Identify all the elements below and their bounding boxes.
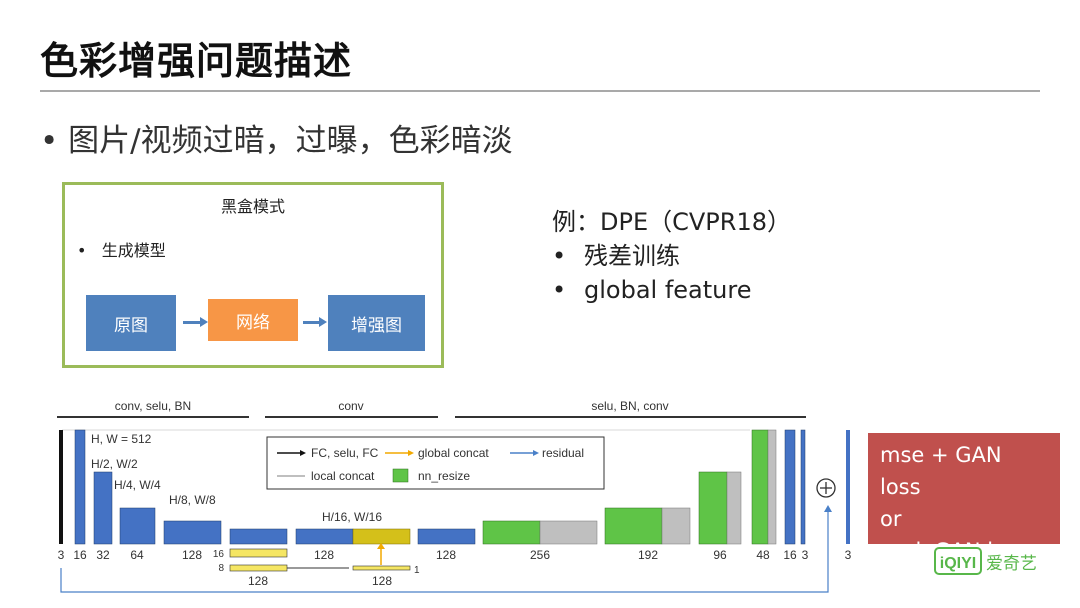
conv-block: [163, 520, 222, 545]
channel-label: 128: [182, 548, 202, 562]
channel-label: 256: [530, 548, 550, 562]
bottleneck-label: 8: [218, 563, 224, 574]
channel-label: 192: [638, 548, 658, 562]
fc-bar: [229, 548, 288, 558]
channel-label: 48: [756, 548, 770, 562]
bottleneck-label: 128: [372, 574, 392, 588]
conv-block: [74, 429, 86, 545]
channel-label: 16: [783, 548, 797, 562]
channel-label: 128: [248, 574, 268, 588]
black-box-panel: 黑盒模式 • 生成模型 原图 网络 增强图: [62, 182, 444, 368]
level-label: H/2, W/2: [91, 457, 138, 471]
source-image-box: 原图: [86, 295, 176, 351]
enhanced-image-box: 增强图: [328, 295, 425, 351]
fc-bar: [229, 564, 288, 572]
resize-block: [482, 520, 541, 545]
legend-box: [266, 436, 605, 490]
loss-line: mse + GAN loss: [880, 443, 1002, 499]
slide-title: 色彩增强问题描述: [40, 39, 353, 83]
output-bar: [846, 430, 850, 544]
level-label: H/4, W/4: [114, 478, 161, 492]
concat-block: [661, 507, 691, 545]
legend-label: residual: [542, 446, 584, 460]
example-item: 残差训练: [552, 239, 791, 273]
iqiyi-logo: iQIYI 爱奇艺: [934, 547, 1037, 575]
channel-label: 32: [96, 548, 110, 562]
level-label: H/8, W/8: [169, 493, 216, 507]
concat-block: [539, 520, 598, 545]
conv-block: [229, 528, 288, 545]
loss-panel: mse + GAN loss or cycleGAN loss: [868, 433, 1060, 563]
channel-label: 96: [713, 548, 727, 562]
loss-line: or: [880, 507, 902, 531]
conv-block: [93, 471, 113, 545]
fc-bar: [352, 565, 411, 571]
input-bar: [59, 430, 63, 544]
concat-block: [726, 471, 742, 545]
black-box-bullet: • 生成模型: [77, 241, 166, 260]
bottleneck-label: 1: [414, 565, 420, 576]
channel-label: 3: [802, 548, 809, 562]
legend-label: local concat: [311, 469, 375, 483]
legend-label: nn_resize: [418, 469, 470, 483]
conv-block: [295, 528, 354, 545]
main-bullet: • 图片/视频过暗，过曝，色彩暗淡: [40, 123, 513, 159]
channel-label: 64: [130, 548, 144, 562]
channel-label: 16: [73, 548, 87, 562]
level-label: H/16, W/16: [322, 510, 382, 524]
black-box-title: 黑盒模式: [220, 197, 285, 216]
resize-block: [604, 507, 663, 545]
section-label: conv: [338, 399, 363, 413]
channel-label: 3: [845, 548, 852, 562]
example-item: global feature: [552, 273, 791, 307]
channel-label: 128: [314, 548, 334, 562]
resize-block: [751, 429, 769, 545]
channel-label: 128: [436, 548, 456, 562]
main-bullet-text: 图片/视频过暗，过曝，色彩暗淡: [68, 123, 513, 159]
conv-block: [417, 528, 476, 545]
legend-label: FC, selu, FC: [311, 446, 379, 460]
residual-line: [60, 510, 829, 593]
conv-block: [800, 429, 806, 545]
bottleneck-label: 16: [213, 549, 225, 560]
concat-block: [767, 429, 777, 545]
conv-block: [784, 429, 796, 545]
logo-text: 爱奇艺: [986, 554, 1037, 574]
legend-label: global concat: [418, 446, 489, 460]
conv-block: [119, 507, 156, 545]
resize-block: [698, 471, 728, 545]
network-box: 网络: [208, 299, 298, 341]
section-label: selu, BN, conv: [591, 399, 668, 413]
logo-brand: iQIYI: [940, 555, 976, 572]
channel-label: 3: [58, 548, 65, 562]
example-heading: 例：DPE（CVPR18）: [552, 208, 791, 236]
black-box-bullet-text: 生成模型: [101, 241, 166, 260]
section-label: conv, selu, BN: [115, 399, 191, 413]
concat-block: [352, 528, 411, 545]
level-label: H, W = 512: [91, 432, 152, 446]
arrow-icon: [183, 317, 208, 327]
arrow-icon: [303, 317, 327, 327]
title-divider: [40, 90, 1040, 92]
example-block: 例：DPE（CVPR18） 残差训练 global feature: [552, 205, 791, 307]
